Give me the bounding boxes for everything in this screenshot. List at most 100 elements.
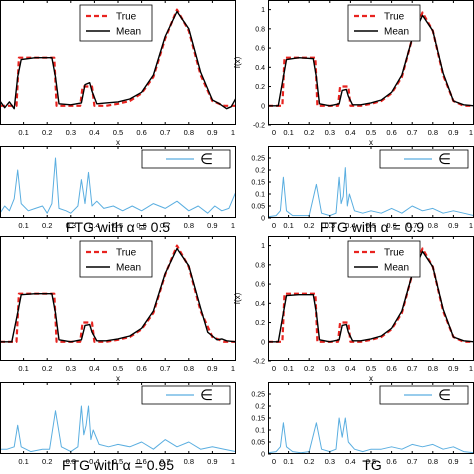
y-axis-label: f(x) (233, 292, 242, 304)
x-tick-label: 0.3 (325, 364, 335, 373)
x-tick-label: 0.5 (366, 221, 376, 230)
x-tick-label: 0.6 (136, 457, 146, 466)
legend: ∈ (379, 385, 469, 405)
y-tick-label: 0.6 (255, 46, 265, 53)
panel-caption: FTG with α = 0.9 (320, 219, 424, 235)
x-tick-label: 0.1 (18, 457, 28, 466)
legend-label: Mean (116, 27, 141, 38)
legend-label: ∈ (438, 151, 451, 168)
chart-panel-5: 0.1 0.2 0.3 0.4 0.5 0.6 0.7 0.8 0.9 1 x True Mean (0, 236, 236, 383)
legend: ∈ (141, 385, 231, 405)
x-tick-label: 0.2 (42, 128, 52, 137)
x-tick-label: 0.6 (386, 221, 396, 230)
y-tick-label: 0.05 (251, 440, 265, 447)
x-tick-label: 0.9 (207, 364, 217, 373)
x-tick-label: 0.7 (160, 364, 170, 373)
x-tick-label: 0.2 (304, 221, 314, 230)
y-tick-label: 0.25 (251, 392, 265, 399)
x-tick-label: 0.2 (42, 364, 52, 373)
x-tick-label: 0.9 (207, 128, 217, 137)
y-tick-label: 0.2 (255, 84, 265, 91)
x-tick-label: 1 (231, 364, 235, 373)
y-tick-label: 0.2 (255, 404, 265, 411)
legend-label: ∈ (200, 151, 213, 168)
y-tick-label: 0.2 (255, 168, 265, 175)
series-line-mean (268, 14, 474, 107)
x-tick-label: 1 (231, 128, 235, 137)
x-tick-label: 0.5 (366, 457, 376, 466)
x-tick-label: 0.3 (66, 128, 76, 137)
chart-panel-6: 0 0.1 0.2 0.3 0.4 0.5 0.6 0.7 0.8 0.9 1 -0.2 0 0.2 0.4… (233, 236, 474, 383)
plot-area (268, 247, 474, 343)
x-tick-label: 0.1 (18, 364, 28, 373)
x-tick-label: 0.5 (366, 128, 376, 137)
x-tick-label: 0.8 (184, 221, 194, 230)
panel-caption: TG (362, 457, 381, 473)
y-tick-label: 0.8 (255, 26, 265, 33)
x-tick-label: 1 (469, 128, 473, 137)
x-tick-label: 0 (272, 364, 276, 373)
x-tick-label: 0.4 (345, 457, 355, 466)
plot-area (0, 157, 236, 214)
chart-panel-2: 0 0.1 0.2 0.3 0.4 0.5 0.6 0.7 0.8 0.9 1 -0.2 0 0.2 0.4… (233, 0, 474, 147)
legend: True Mean (347, 240, 421, 278)
y-tick-label: 0.1 (255, 428, 265, 435)
x-tick-label: 1 (231, 457, 235, 466)
x-tick-label: 0.8 (428, 128, 438, 137)
x-tick-label: 0.9 (207, 457, 217, 466)
legend-box (79, 240, 153, 278)
x-tick-label: 0.4 (89, 457, 99, 466)
x-tick-label: 0.7 (407, 128, 417, 137)
legend-label: Mean (384, 27, 409, 38)
legend: ∈ (141, 149, 231, 169)
x-axis-label: x (116, 138, 120, 147)
x-tick-label: 0 (272, 457, 276, 466)
legend: ∈ (379, 149, 469, 169)
y-tick-label: 0 (261, 452, 265, 459)
x-tick-label: 1 (469, 221, 473, 230)
x-tick-label: 0.8 (428, 364, 438, 373)
legend-box (347, 240, 421, 278)
x-tick-label: 0 (272, 221, 276, 230)
x-tick-label: 0.2 (304, 364, 314, 373)
y-tick-label: 0 (261, 216, 265, 223)
series-line-error (268, 167, 474, 218)
legend-label: ∈ (200, 387, 213, 404)
x-tick-label: 0.9 (448, 221, 458, 230)
x-axis-label: x (116, 374, 120, 383)
legend-label: True (116, 248, 137, 259)
x-tick-label: 0 (272, 128, 276, 137)
panel-caption: FTG with α = 0.95 (62, 457, 174, 473)
x-tick-label: 0.8 (428, 457, 438, 466)
y-tick-label: 1 (261, 243, 265, 250)
x-tick-label: 0.1 (283, 457, 293, 466)
x-tick-label: 0.7 (407, 221, 417, 230)
x-tick-label: 0.6 (386, 128, 396, 137)
x-tick-label: 0.9 (448, 364, 458, 373)
x-axis-label: x (369, 374, 373, 383)
y-tick-label: 0.4 (255, 301, 265, 308)
legend-box (347, 4, 421, 42)
plot-area (0, 244, 236, 343)
x-tick-label: 0.1 (283, 221, 293, 230)
x-tick-label: 1 (231, 221, 235, 230)
y-tick-label: 0.15 (251, 180, 265, 187)
legend: True Mean (79, 240, 153, 278)
x-tick-label: 0.9 (207, 221, 217, 230)
plot-area (268, 417, 474, 454)
y-tick-label: 0.4 (255, 65, 265, 72)
x-tick-label: 1 (469, 364, 473, 373)
legend-label: True (116, 12, 137, 23)
x-tick-label: 0.2 (42, 457, 52, 466)
x-tick-label: 0.5 (113, 457, 123, 466)
y-axis-label: f(x) (233, 56, 242, 68)
y-tick-label: 1 (261, 7, 265, 14)
series-line-mean (0, 10, 236, 110)
y-tick-label: 0.8 (255, 262, 265, 269)
x-tick-label: 0.7 (160, 221, 170, 230)
x-tick-label: 0.4 (345, 364, 355, 373)
x-tick-label: 0.3 (66, 221, 76, 230)
x-tick-label: 0.7 (407, 457, 417, 466)
x-tick-label: 0.1 (18, 128, 28, 137)
